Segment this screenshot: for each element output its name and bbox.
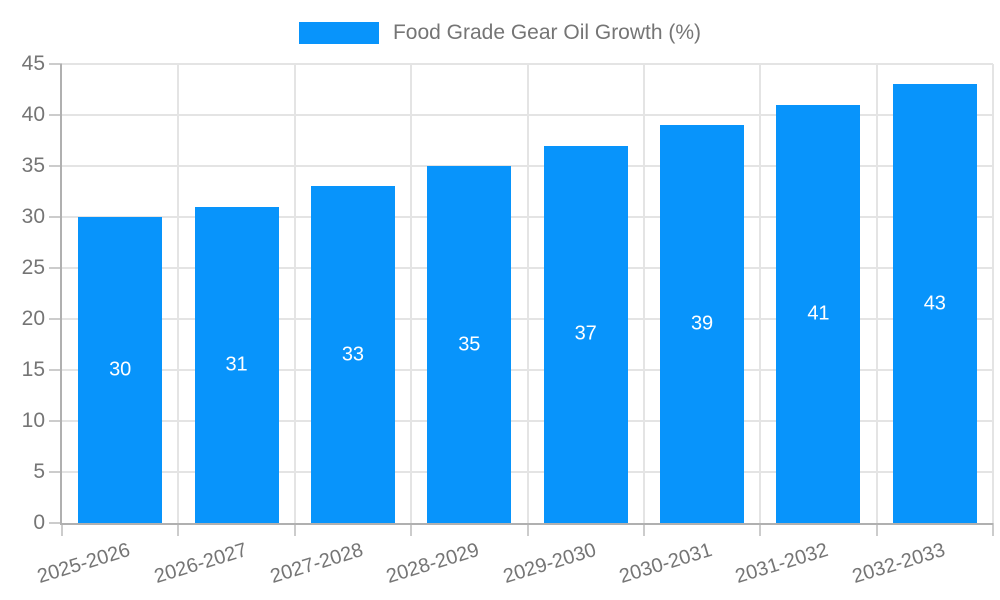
x-axis-tick <box>410 523 413 536</box>
v-gridline <box>526 64 529 523</box>
bar: 35 <box>427 166 512 523</box>
v-gridline <box>992 64 994 523</box>
bar-value-label: 43 <box>923 292 946 315</box>
y-axis-tick <box>49 522 62 524</box>
x-axis-label: 2031-2032 <box>733 538 832 588</box>
y-axis-tick <box>49 471 62 473</box>
y-axis-tick <box>49 369 62 371</box>
y-axis-label: 25 <box>21 256 45 279</box>
bar: 37 <box>543 145 628 523</box>
x-axis-tick <box>177 523 180 536</box>
y-axis-tick <box>49 267 62 269</box>
y-axis-line <box>60 64 62 523</box>
x-axis-tick <box>992 523 994 536</box>
y-axis-label: 5 <box>33 460 45 483</box>
x-axis-label: 2028-2029 <box>384 538 483 588</box>
bar-value-label: 30 <box>109 358 132 381</box>
y-axis-label: 45 <box>21 52 45 75</box>
legend-label: Food Grade Gear Oil Growth (%) <box>392 21 702 44</box>
y-axis-label: 30 <box>21 205 45 228</box>
bar-value-label: 35 <box>458 333 481 355</box>
bar-value-label: 41 <box>807 302 830 325</box>
x-axis-label: 2032-2033 <box>849 538 948 588</box>
bar: 30 <box>78 217 163 523</box>
x-axis-label: 2030-2031 <box>616 538 715 588</box>
bar-value-label: 33 <box>341 343 365 366</box>
y-axis-label: 10 <box>21 409 45 432</box>
y-axis-tick <box>49 216 62 218</box>
x-axis-label: 2025-2026 <box>35 538 133 588</box>
y-axis-tick <box>49 318 62 320</box>
bar: 41 <box>776 104 861 523</box>
v-gridline <box>293 64 296 523</box>
x-axis-tick <box>293 523 296 536</box>
y-axis-tick <box>49 420 62 422</box>
x-axis-tick <box>61 523 63 536</box>
y-axis-tick <box>49 165 62 167</box>
x-axis-tick <box>642 523 645 536</box>
v-gridline <box>177 64 180 523</box>
x-axis-tick <box>526 523 529 536</box>
v-gridline <box>759 64 762 523</box>
bar-value-label: 39 <box>690 312 714 335</box>
bar: 31 <box>194 206 279 523</box>
chart-legend[interactable]: Food Grade Gear Oil Growth (%) <box>0 20 1000 46</box>
y-axis-label: 40 <box>21 103 45 126</box>
x-axis-line <box>60 523 993 525</box>
bar: 33 <box>310 186 395 523</box>
y-axis-label: 0 <box>33 511 45 534</box>
plot-area: 30 31 33 35 37 39 41 43 0 5 10 15 20 25 30 35 40 45 2025-… <box>22 52 994 588</box>
bar: 43 <box>892 84 977 523</box>
x-axis-label: 2029-2030 <box>500 538 599 588</box>
x-axis-label: 2027-2028 <box>267 538 366 588</box>
bar-value-label: 31 <box>225 353 248 376</box>
v-gridline <box>642 64 645 523</box>
h-gridline <box>62 63 993 65</box>
x-axis-tick <box>759 523 762 536</box>
y-axis-tick <box>49 114 62 116</box>
y-axis-tick <box>49 63 62 65</box>
legend-swatch <box>298 22 379 44</box>
bar: 39 <box>660 125 745 523</box>
bar-value-label: 37 <box>574 322 597 345</box>
x-axis-tick <box>875 523 878 536</box>
x-axis-label: 2026-2027 <box>151 538 250 588</box>
v-gridline <box>410 64 413 523</box>
y-axis-label: 35 <box>21 154 45 177</box>
y-axis-label: 20 <box>21 307 45 330</box>
y-axis-label: 15 <box>21 358 45 381</box>
v-gridline <box>875 64 878 523</box>
